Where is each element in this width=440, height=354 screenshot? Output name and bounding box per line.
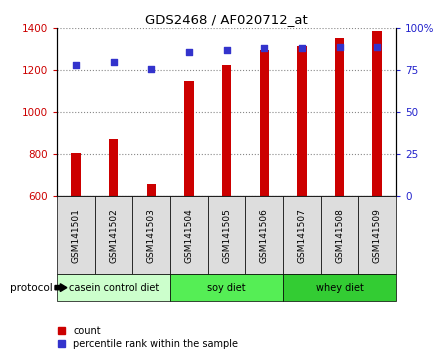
Text: protocol: protocol xyxy=(10,282,53,293)
Text: soy diet: soy diet xyxy=(207,282,246,293)
Bar xyxy=(373,32,382,196)
Bar xyxy=(71,153,81,196)
Text: GSM141506: GSM141506 xyxy=(260,208,269,263)
Title: GDS2468 / AF020712_at: GDS2468 / AF020712_at xyxy=(145,13,308,26)
Bar xyxy=(335,38,344,196)
FancyBboxPatch shape xyxy=(170,274,283,301)
Point xyxy=(148,66,155,72)
Bar xyxy=(297,46,307,196)
FancyBboxPatch shape xyxy=(57,196,95,274)
Point xyxy=(73,63,80,68)
FancyBboxPatch shape xyxy=(95,196,132,274)
Point xyxy=(223,47,230,53)
FancyBboxPatch shape xyxy=(283,274,396,301)
Text: whey diet: whey diet xyxy=(315,282,363,293)
FancyBboxPatch shape xyxy=(132,196,170,274)
Text: GSM141502: GSM141502 xyxy=(109,208,118,263)
Point xyxy=(110,59,117,65)
Bar xyxy=(109,139,118,196)
Legend: count, percentile rank within the sample: count, percentile rank within the sample xyxy=(58,326,238,349)
Point xyxy=(185,49,192,55)
FancyBboxPatch shape xyxy=(170,196,208,274)
FancyBboxPatch shape xyxy=(321,196,358,274)
FancyBboxPatch shape xyxy=(358,196,396,274)
Text: GSM141508: GSM141508 xyxy=(335,208,344,263)
Text: GSM141509: GSM141509 xyxy=(373,208,381,263)
Text: GSM141501: GSM141501 xyxy=(72,208,81,263)
FancyBboxPatch shape xyxy=(246,196,283,274)
Point xyxy=(336,44,343,50)
Text: GSM141503: GSM141503 xyxy=(147,208,156,263)
FancyBboxPatch shape xyxy=(283,196,321,274)
Point xyxy=(261,46,268,51)
Bar xyxy=(184,81,194,196)
Point xyxy=(298,46,305,51)
FancyBboxPatch shape xyxy=(57,274,170,301)
Bar xyxy=(222,65,231,196)
Text: GSM141504: GSM141504 xyxy=(184,208,194,263)
Bar xyxy=(147,184,156,196)
Bar xyxy=(260,50,269,196)
Text: GSM141505: GSM141505 xyxy=(222,208,231,263)
Text: casein control diet: casein control diet xyxy=(69,282,159,293)
Point xyxy=(374,44,381,50)
Text: GSM141507: GSM141507 xyxy=(297,208,306,263)
FancyBboxPatch shape xyxy=(208,196,246,274)
